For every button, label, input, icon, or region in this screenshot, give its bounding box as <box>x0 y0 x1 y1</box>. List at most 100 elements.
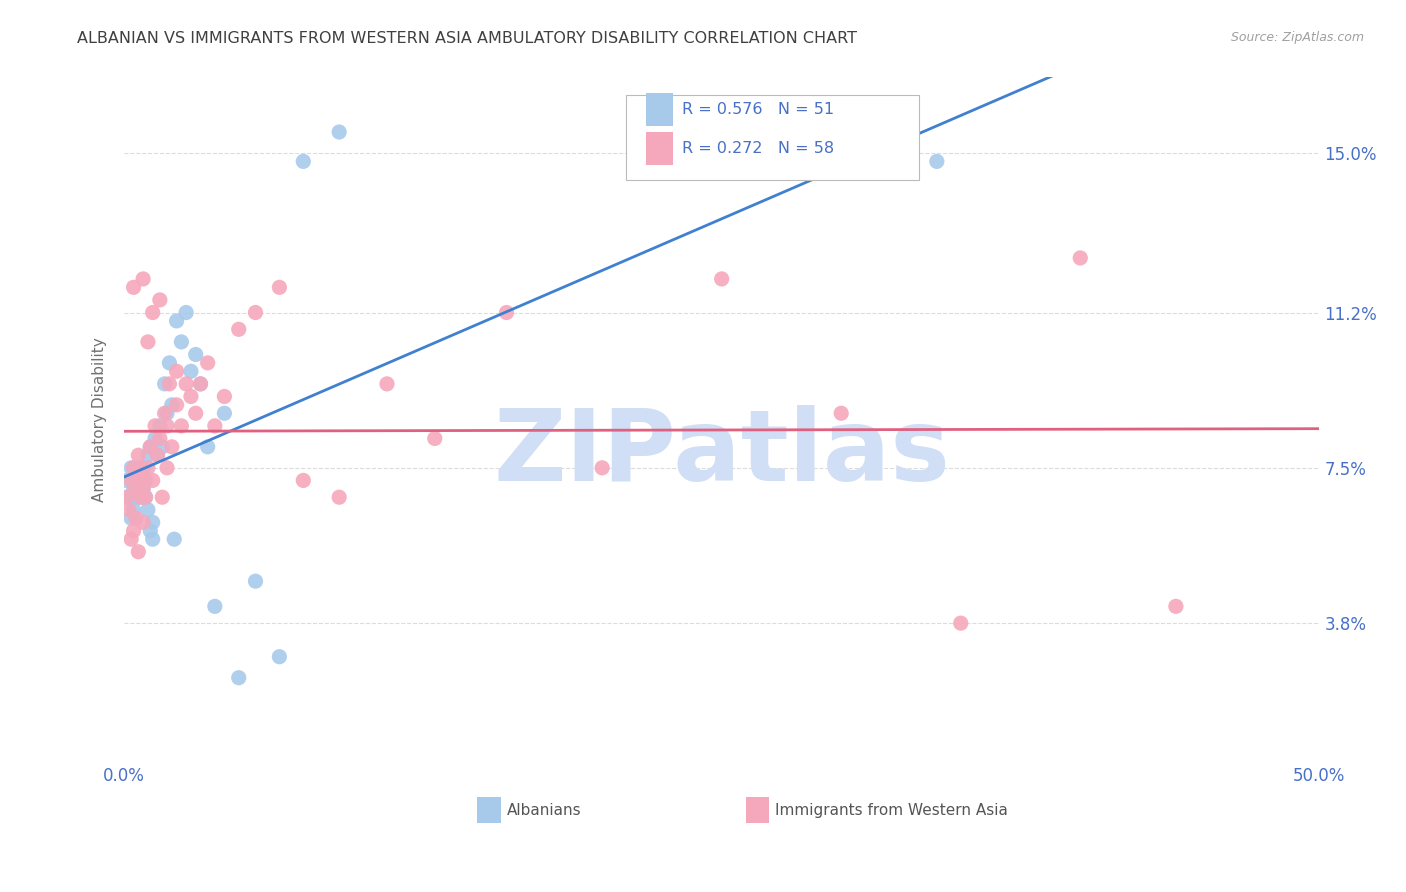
Text: R = 0.576   N = 51: R = 0.576 N = 51 <box>682 102 834 117</box>
Point <box>214 389 236 403</box>
Point <box>180 364 202 378</box>
Point <box>184 347 207 361</box>
Point <box>139 440 162 454</box>
Point <box>132 272 155 286</box>
Text: ZIPatlas: ZIPatlas <box>494 405 950 502</box>
Point <box>125 469 148 483</box>
FancyBboxPatch shape <box>647 132 672 165</box>
Point <box>118 490 141 504</box>
Point <box>142 305 165 319</box>
Point <box>120 460 142 475</box>
Point <box>1164 599 1187 614</box>
Point <box>170 418 193 433</box>
Point <box>136 334 159 349</box>
Point <box>228 671 250 685</box>
Point <box>160 398 183 412</box>
Point <box>129 460 152 475</box>
Point <box>157 356 180 370</box>
Point <box>163 532 186 546</box>
Point <box>830 406 852 420</box>
Point <box>129 490 152 504</box>
Point <box>949 616 972 631</box>
Point <box>122 280 145 294</box>
Text: Albanians: Albanians <box>506 803 581 818</box>
Point <box>115 474 138 488</box>
Point <box>423 432 446 446</box>
Point <box>120 511 142 525</box>
Point <box>160 440 183 454</box>
Point <box>136 448 159 462</box>
Point <box>142 532 165 546</box>
FancyBboxPatch shape <box>745 797 769 823</box>
Point <box>129 465 152 479</box>
Point <box>375 376 398 391</box>
Text: ALBANIAN VS IMMIGRANTS FROM WESTERN ASIA AMBULATORY DISABILITY CORRELATION CHART: ALBANIAN VS IMMIGRANTS FROM WESTERN ASIA… <box>77 31 858 46</box>
Point <box>136 460 159 475</box>
Point <box>156 406 179 420</box>
Point <box>591 460 613 475</box>
Point <box>190 376 212 391</box>
Point <box>174 305 197 319</box>
Point <box>115 490 138 504</box>
Point <box>184 406 207 420</box>
Y-axis label: Ambulatory Disability: Ambulatory Disability <box>93 337 107 502</box>
Point <box>245 305 267 319</box>
Point <box>125 490 148 504</box>
Point <box>143 432 166 446</box>
Point <box>292 474 315 488</box>
Point <box>134 490 156 504</box>
Point <box>132 482 155 496</box>
FancyBboxPatch shape <box>647 93 672 126</box>
Point <box>174 376 197 391</box>
Point <box>157 376 180 391</box>
Point <box>214 406 236 420</box>
Text: Immigrants from Western Asia: Immigrants from Western Asia <box>776 803 1008 818</box>
Point <box>153 406 176 420</box>
Point <box>122 482 145 496</box>
Text: R = 0.272   N = 58: R = 0.272 N = 58 <box>682 141 834 156</box>
Point <box>127 545 149 559</box>
Text: Source: ZipAtlas.com: Source: ZipAtlas.com <box>1230 31 1364 45</box>
FancyBboxPatch shape <box>477 797 501 823</box>
Point <box>132 469 155 483</box>
Point <box>166 364 188 378</box>
Point <box>127 474 149 488</box>
Point <box>127 474 149 488</box>
Point <box>132 460 155 475</box>
FancyBboxPatch shape <box>626 95 920 180</box>
Point <box>129 490 152 504</box>
Point <box>129 477 152 491</box>
Point <box>120 532 142 546</box>
Point <box>180 389 202 403</box>
Point <box>150 490 173 504</box>
Point <box>269 649 291 664</box>
Point <box>190 376 212 391</box>
Point <box>146 448 169 462</box>
Point <box>245 574 267 589</box>
Point <box>204 599 226 614</box>
Point <box>139 440 162 454</box>
Point <box>710 272 733 286</box>
Point <box>197 440 219 454</box>
Point <box>204 418 226 433</box>
Point <box>122 503 145 517</box>
Point <box>156 460 179 475</box>
Point <box>149 418 172 433</box>
Point <box>134 490 156 504</box>
Point <box>125 511 148 525</box>
Point <box>142 474 165 488</box>
Point <box>328 490 350 504</box>
Point <box>166 398 188 412</box>
Point <box>143 418 166 433</box>
Point <box>328 125 350 139</box>
Point <box>146 448 169 462</box>
Point <box>925 154 948 169</box>
Point <box>134 474 156 488</box>
Point <box>197 356 219 370</box>
Point <box>170 334 193 349</box>
Point <box>127 486 149 500</box>
Point <box>156 418 179 433</box>
Point <box>877 146 900 161</box>
Point <box>127 448 149 462</box>
Point <box>142 516 165 530</box>
